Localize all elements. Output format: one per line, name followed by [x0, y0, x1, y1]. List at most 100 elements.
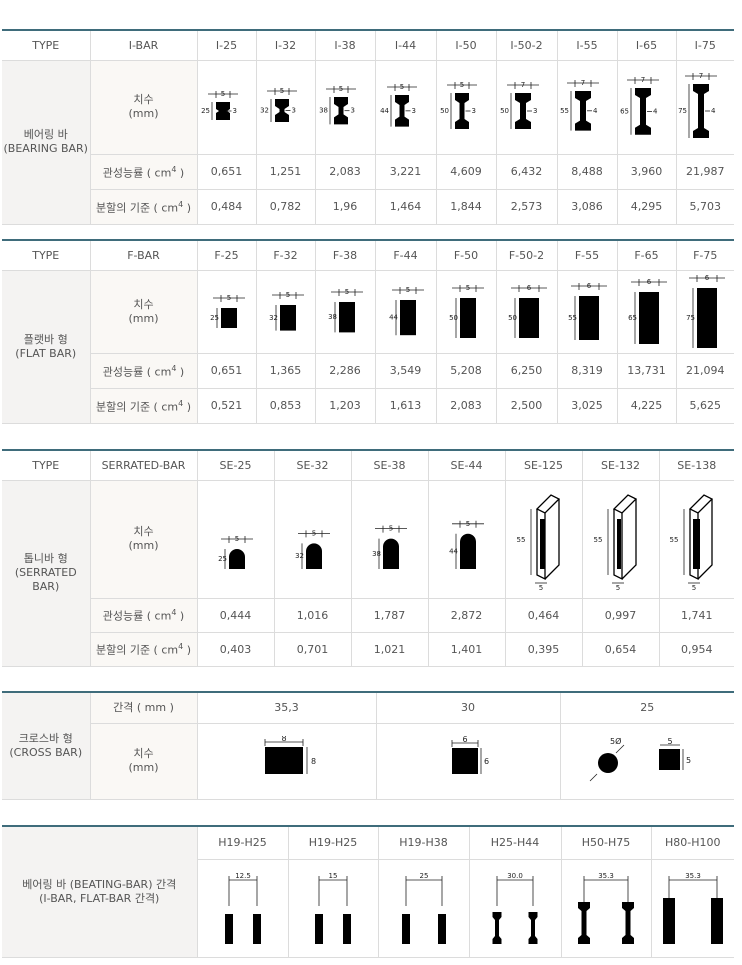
- bar-height: 65: [628, 314, 637, 322]
- bar-pair-spacing-icon: 30.0: [492, 872, 538, 944]
- bar-height: 38: [372, 550, 381, 558]
- flat-bar-section-icon: 5 44: [389, 286, 424, 336]
- inertia-value: 0,651: [196, 353, 256, 389]
- dim-label: 치수 (mm): [89, 723, 197, 800]
- bar-height: 55: [669, 536, 678, 544]
- spacing-gap: 30.0: [507, 872, 523, 880]
- inertia-value: 6,250: [495, 353, 557, 389]
- bar-width: 5: [220, 90, 224, 98]
- spacing-figure-cell: 12.5: [196, 859, 288, 958]
- section-value: 1,96: [314, 189, 375, 225]
- profile-cell: 5 25 3: [196, 60, 256, 155]
- cross-height: 6: [484, 757, 489, 766]
- category-cell: 베어링 바 (BEARING BAR): [2, 60, 90, 225]
- inertia-value: 0,444: [196, 598, 274, 633]
- section-value: 3,025: [556, 388, 617, 424]
- section-value: 4,225: [616, 388, 676, 424]
- section-value: 1,464: [374, 189, 436, 225]
- serrated-bar-section-icon: 5 25: [218, 535, 253, 569]
- bar-height: 55: [568, 314, 577, 322]
- inertia-value: 1,251: [255, 154, 315, 190]
- inertia-value: 3,960: [616, 154, 676, 190]
- model-header: SE-44: [427, 449, 505, 481]
- profile-cell: 5 44: [374, 270, 436, 354]
- dim-label-ko: 치수: [133, 525, 154, 538]
- square-section-icon: 6 6: [451, 736, 489, 774]
- profile-cell: 5 50: [435, 270, 496, 354]
- model-header: I-55: [556, 29, 617, 61]
- type-name: SERRATED-BAR: [89, 449, 197, 481]
- range-header: H19-H25: [287, 825, 378, 860]
- profile-cell: 5 32 3: [255, 60, 315, 155]
- model-header: I-50: [435, 29, 496, 61]
- bar-width: 5: [345, 288, 349, 296]
- spacing-table: 베어링 바 (BEATING-BAR) 간격 (I-BAR, FLAT-BAR …: [2, 825, 734, 958]
- dim-label: 치수 (mm): [89, 60, 197, 155]
- flat-bar-section-icon: 6 55: [568, 282, 607, 340]
- spacing-figure-cell: 30.0: [468, 859, 561, 958]
- section-label-text: 분할의 기준 ( cm: [95, 643, 179, 657]
- bar-height: 38: [328, 313, 337, 321]
- section-value: 0,853: [255, 388, 315, 424]
- inertia-value: 1,365: [255, 353, 315, 389]
- fbar-table: TYPE F-BAR F-25 F-32 F-38 F-44 F-50 F-50-2 F-5…: [2, 239, 734, 424]
- inertia-label: 관성능률 ( cm4 ): [89, 353, 197, 389]
- section-value: 0,484: [196, 189, 256, 225]
- bar-height: 25: [210, 314, 219, 322]
- category-cell: 크로스바 형 (CROSS BAR): [2, 691, 90, 800]
- bar-width: 7: [640, 76, 644, 84]
- profile-cell: 6 50: [495, 270, 557, 354]
- model-header: I-25: [196, 29, 256, 61]
- model-header: I-65: [616, 29, 676, 61]
- bar-height: 25: [201, 107, 210, 115]
- type-name: I-BAR: [89, 29, 197, 61]
- spacing-figure-cell: 15: [287, 859, 378, 958]
- inertia-value: 21,987: [675, 154, 734, 190]
- bar-width: 5: [311, 529, 315, 537]
- bar-pair-spacing-icon: 35.3: [578, 872, 634, 944]
- inertia-value: 1,741: [658, 598, 734, 633]
- inertia-value: 0,997: [581, 598, 659, 633]
- category-ko: 베어링 바 (BEATING-BAR) 간격: [22, 877, 177, 891]
- bar-height: 55: [516, 536, 525, 544]
- model-header: F-44: [374, 239, 436, 271]
- bar-width: 5: [692, 584, 696, 591]
- bar-height: 65: [620, 107, 629, 115]
- range-header: H25-H44: [468, 825, 561, 860]
- profile-cell: 55 5: [504, 480, 582, 599]
- section-value: 0,403: [196, 632, 274, 667]
- section-value: 5,703: [675, 189, 734, 225]
- bar-height: 25: [218, 555, 227, 563]
- category-cell: 톱니바 형 (SERRATED BAR): [2, 480, 90, 667]
- web-thickness: 4: [711, 107, 716, 115]
- profile-cell: 5 44 3: [374, 60, 436, 155]
- section-label-text: 분할의 기준 ( cm: [95, 400, 179, 414]
- bar-width: 5: [615, 584, 619, 591]
- bar-width: 5: [460, 81, 464, 89]
- cross-round-dia: 5Ø: [610, 736, 621, 746]
- round-and-square-section-icon: 5Ø 5 5: [589, 736, 691, 782]
- inertia-value: 2,286: [314, 353, 375, 389]
- section-value: 4,295: [616, 189, 676, 225]
- inertia-label-text: 관성능률 ( cm: [102, 166, 172, 180]
- spacing-gap: 15: [329, 872, 338, 880]
- bar-height: 55: [560, 107, 569, 115]
- category-cell: 플랫바 형 (FLAT BAR): [2, 270, 90, 424]
- type-label: TYPE: [2, 449, 90, 481]
- profile-cell: 5 50 3: [435, 60, 496, 155]
- model-header: F-50-2: [495, 239, 557, 271]
- bar-height: 50: [508, 314, 517, 322]
- model-header: I-44: [374, 29, 436, 61]
- model-header: I-75: [675, 29, 734, 61]
- inertia-exp: 4: [171, 608, 177, 618]
- model-header: I-38: [314, 29, 375, 61]
- inertia-value: 2,872: [427, 598, 505, 633]
- cross-height: 5: [686, 756, 691, 765]
- spacing-figure-cell: 25: [377, 859, 469, 958]
- bar-height: 32: [269, 313, 278, 321]
- section-value: 1,401: [427, 632, 505, 667]
- flat-bar-section-icon: 5 25: [210, 294, 245, 328]
- bar-width: 7: [699, 72, 703, 80]
- model-header: F-38: [314, 239, 375, 271]
- i-bar-section-icon: 5 50 3: [440, 81, 477, 129]
